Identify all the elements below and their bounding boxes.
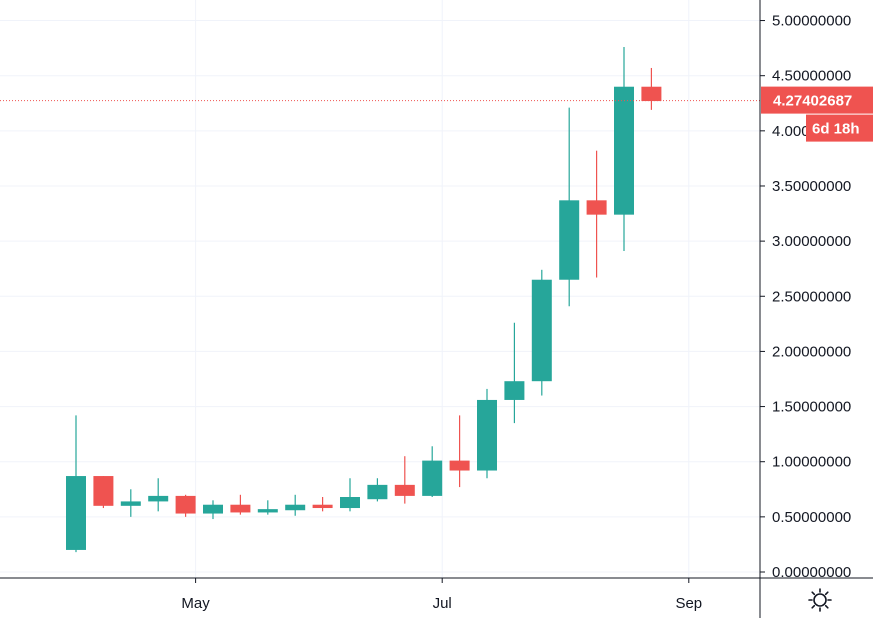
candle-up	[257, 500, 278, 515]
candle-body	[422, 460, 443, 496]
candle-up	[367, 478, 388, 502]
last-price-badge	[761, 86, 873, 114]
time-axis-tick-label: Sep	[675, 595, 702, 612]
candle-down	[449, 415, 470, 488]
candle-body	[586, 200, 607, 215]
candle-up	[559, 107, 580, 307]
price-axis-tick-label: 2.50000000	[772, 288, 851, 305]
price-axis-tick-label: 3.50000000	[772, 178, 851, 195]
candle-up	[66, 415, 86, 553]
price-axis-tick-label: 0.00000000	[772, 564, 851, 581]
price-axis-tick-label: 4.50000000	[772, 68, 851, 85]
candle-down	[586, 150, 607, 278]
candle-down	[394, 456, 415, 504]
candle-up	[120, 489, 141, 517]
candle-up	[504, 322, 525, 424]
countdown-badge	[806, 114, 873, 142]
candle-up	[285, 494, 306, 516]
last-price-label: 4.27402687	[773, 93, 852, 110]
candle-body	[66, 476, 86, 550]
candle-up	[148, 478, 169, 512]
candle-body	[367, 484, 388, 500]
candle-body	[148, 495, 169, 502]
candle-down	[93, 476, 114, 509]
candle-body	[477, 399, 497, 471]
price-axis-tick-label: 5.00000000	[772, 13, 851, 30]
price-axis-tick-label: 1.50000000	[772, 399, 851, 416]
candle-body	[312, 504, 333, 509]
price-axis-tick-label: 3.00000000	[772, 233, 851, 250]
candles	[66, 47, 662, 553]
candle-down	[230, 494, 251, 515]
candle-body	[559, 200, 580, 280]
price-axis-tick-label: 1.00000000	[772, 454, 851, 471]
candle-down	[175, 494, 196, 517]
candle-body	[641, 86, 662, 102]
price-axis-tick-label: 2.00000000	[772, 343, 851, 360]
candle-body	[93, 476, 114, 506]
candle-up	[614, 47, 634, 252]
candle-down	[312, 497, 333, 512]
gear-icon	[808, 588, 832, 612]
candle-body	[340, 497, 360, 509]
time-axis-tick-label: Jul	[433, 595, 452, 612]
candle-body	[504, 381, 525, 400]
candle-body	[449, 460, 470, 471]
candle-body	[120, 501, 141, 506]
time-axis-tick-label: May	[181, 595, 210, 612]
candle-up	[422, 446, 443, 498]
settings-button[interactable]	[805, 585, 835, 615]
candle-up	[531, 269, 552, 396]
time-axis[interactable]: May Jul Sep	[181, 578, 702, 612]
candle-body	[257, 509, 278, 513]
price-badges: 4.27402687 6d 18h	[761, 86, 873, 142]
candle-body	[230, 504, 251, 513]
candle-up	[340, 478, 360, 512]
candle-body	[175, 495, 196, 514]
candle-body	[614, 86, 634, 215]
candle-body	[394, 484, 415, 496]
candle-up	[477, 388, 497, 479]
countdown-label: 6d 18h	[812, 121, 860, 138]
candle-down	[641, 67, 662, 110]
candle-body	[531, 279, 552, 382]
candle-body	[285, 504, 306, 511]
candle-body	[203, 504, 223, 514]
price-axis-tick-label: 0.50000000	[772, 509, 851, 526]
candle-up	[203, 500, 223, 520]
